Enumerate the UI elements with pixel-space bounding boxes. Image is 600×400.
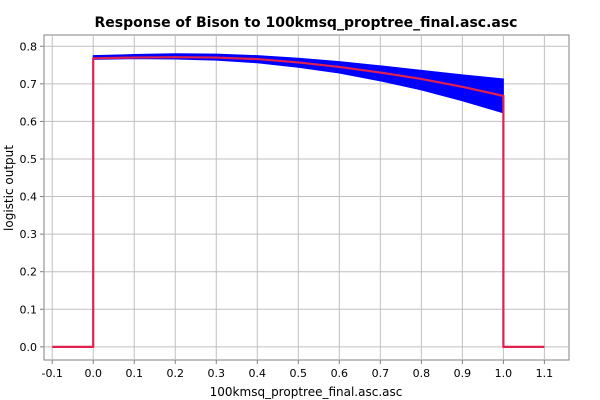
y-tick-label: 0.4: [20, 191, 38, 204]
y-tick-label: 0.3: [20, 228, 38, 241]
x-tick-label: 0.9: [454, 367, 472, 380]
x-tick-label: 0.0: [84, 367, 102, 380]
x-tick-label: 0.7: [372, 367, 390, 380]
x-tick-label: 0.6: [331, 367, 349, 380]
y-tick-label: 0.6: [20, 115, 38, 128]
y-axis-ticks: 0.0 0.1 0.2 0.3 0.4 0.5 0.6 0.7 0.8: [20, 40, 44, 354]
y-tick-label: 0.8: [20, 40, 38, 53]
y-tick-label: 0.2: [20, 266, 38, 279]
x-tick-label: -0.1: [41, 367, 62, 380]
x-tick-label: 0.1: [125, 367, 143, 380]
y-tick-label: 0.7: [20, 78, 38, 91]
x-axis-label: 100kmsq_proptree_final.asc.asc: [210, 385, 403, 399]
y-axis-label: logistic output: [2, 145, 16, 231]
response-lines: [52, 56, 545, 348]
x-tick-label: 0.4: [249, 367, 267, 380]
x-tick-label: 0.5: [290, 367, 308, 380]
x-tick-label: 0.3: [208, 367, 226, 380]
chart-title: Response of Bison to 100kmsq_proptree_fi…: [95, 15, 518, 31]
x-tick-label: 1.1: [536, 367, 554, 380]
x-axis-ticks: -0.1 0.0 0.1 0.2 0.3 0.4 0.5 0.6 0.7 0.8 0.9 1.0 1.1: [41, 360, 553, 380]
x-tick-label: 1.0: [495, 367, 513, 380]
mean-response-line: [52, 56, 545, 348]
y-tick-label: 0.1: [20, 303, 38, 316]
x-tick-label: 0.8: [413, 367, 431, 380]
y-tick-label: 0.5: [20, 153, 38, 166]
x-tick-label: 0.2: [167, 367, 185, 380]
y-tick-label: 0.0: [20, 341, 38, 354]
